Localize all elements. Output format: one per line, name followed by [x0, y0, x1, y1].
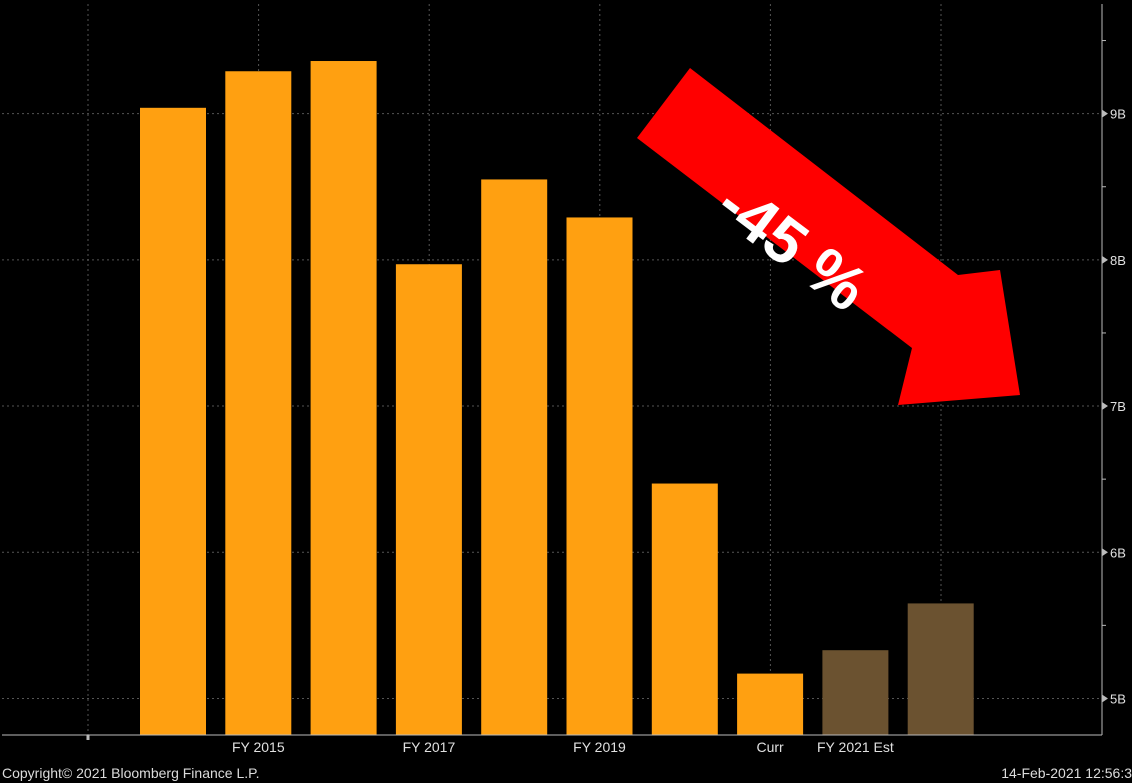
y-tick-label: 5B	[1110, 691, 1126, 706]
annotation-arrow-group	[637, 68, 1020, 405]
x-tick-label: FY 2015	[232, 739, 285, 755]
red-arrow	[637, 68, 1020, 405]
copyright-text: Copyright© 2021 Bloomberg Finance L.P.	[2, 765, 260, 781]
y-tick-marker	[1102, 255, 1108, 264]
bar	[737, 673, 804, 735]
bar	[907, 603, 974, 735]
axes: 5B 6B 7B 8B 9B FY 2015 FY 2017 FY 2019 Curr FY 20…	[2, 4, 1126, 755]
y-tick-label: 6B	[1110, 545, 1126, 560]
x-tick-label: FY 2019	[573, 739, 626, 755]
bar	[225, 71, 292, 735]
bar	[651, 483, 718, 735]
bar	[481, 179, 548, 735]
x-tick-label: FY 2021 Est	[817, 739, 894, 755]
timestamp-text: 14-Feb-2021 12:56:3	[1001, 765, 1132, 781]
bar	[395, 264, 462, 735]
bar	[140, 107, 206, 735]
y-tick-marker	[1102, 548, 1108, 557]
y-tick-label: 8B	[1110, 253, 1126, 268]
y-tick-marker	[1102, 109, 1108, 118]
y-tick-marker	[1102, 694, 1108, 703]
y-tick-label: 9B	[1110, 107, 1126, 122]
bar	[822, 650, 889, 735]
x-tick-label: FY 2017	[403, 739, 456, 755]
bar	[310, 61, 377, 735]
x-tick-label: Curr	[756, 739, 784, 755]
bar	[566, 217, 633, 735]
y-tick-marker	[1102, 402, 1108, 411]
y-tick-label: 7B	[1110, 399, 1126, 414]
bars	[140, 61, 974, 735]
